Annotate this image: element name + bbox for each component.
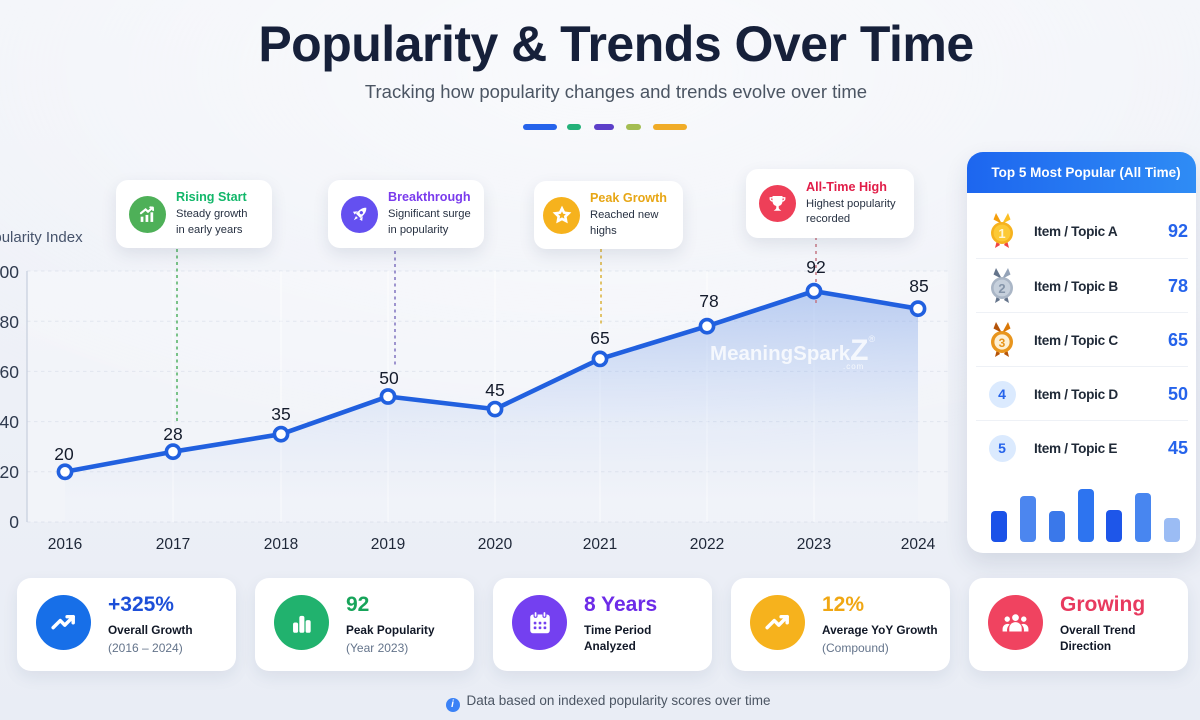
svg-text:20: 20 — [54, 444, 74, 464]
svg-text:2020: 2020 — [478, 536, 513, 553]
svg-text:40: 40 — [0, 412, 19, 432]
svg-text:2: 2 — [998, 281, 1005, 296]
svg-text:0: 0 — [9, 512, 19, 532]
svg-text:60: 60 — [0, 362, 19, 382]
svg-text:2021: 2021 — [583, 536, 617, 553]
svg-text:2018: 2018 — [264, 536, 298, 553]
svg-text:1: 1 — [998, 226, 1005, 241]
svg-text:78: 78 — [699, 291, 718, 311]
svg-text:65: 65 — [590, 328, 609, 348]
svg-text:3: 3 — [999, 336, 1006, 350]
svg-text:2019: 2019 — [371, 536, 405, 553]
svg-text:Popularity Index: Popularity Index — [0, 229, 83, 246]
svg-text:85: 85 — [909, 276, 928, 296]
svg-text:2022: 2022 — [690, 536, 724, 553]
svg-text:2016: 2016 — [48, 536, 82, 553]
svg-text:80: 80 — [0, 312, 19, 332]
svg-text:45: 45 — [485, 380, 504, 400]
svg-text:2017: 2017 — [156, 536, 190, 553]
svg-text:50: 50 — [379, 368, 399, 388]
svg-text:35: 35 — [271, 404, 290, 424]
svg-text:100: 100 — [0, 262, 19, 282]
svg-text:2024: 2024 — [901, 536, 936, 553]
svg-text:2023: 2023 — [797, 536, 831, 553]
svg-text:92: 92 — [806, 257, 825, 277]
svg-text:28: 28 — [163, 424, 182, 444]
svg-text:20: 20 — [0, 462, 19, 482]
